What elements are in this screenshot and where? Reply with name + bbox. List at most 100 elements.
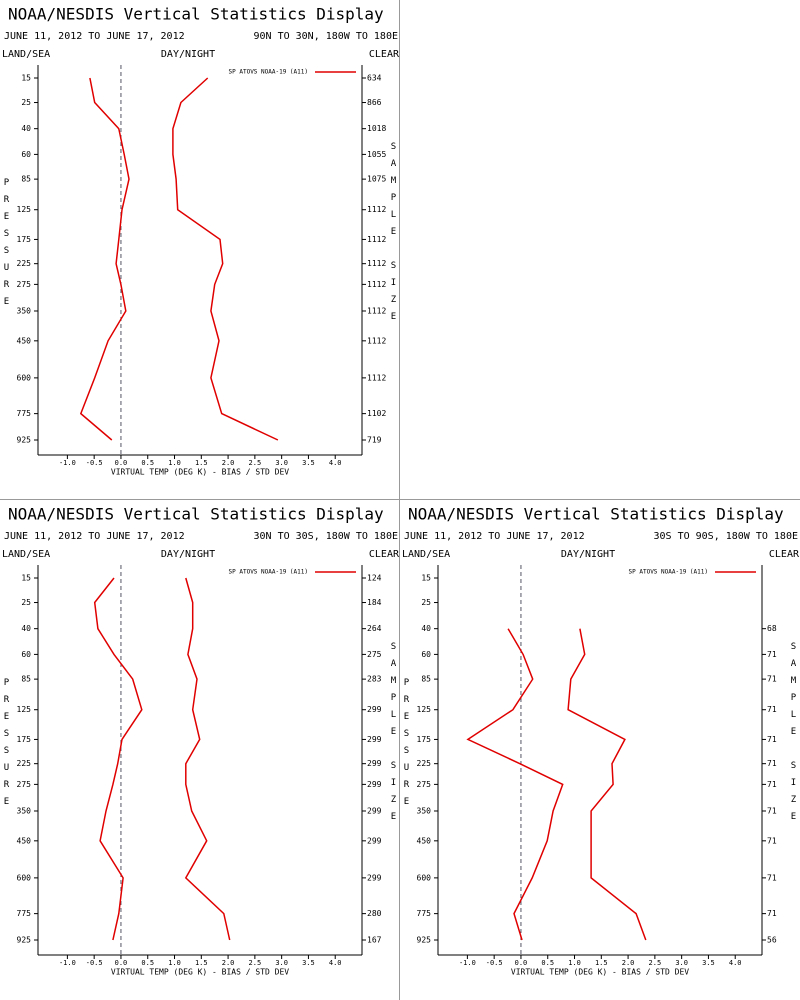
sample-size: 1112 <box>367 235 386 244</box>
y-tick-label: 60 <box>21 150 31 159</box>
y-tick-label: 175 <box>417 735 432 744</box>
sample-size: 56 <box>767 936 777 945</box>
sample-size: 299 <box>367 873 382 882</box>
x-tick-label: 2.5 <box>249 959 262 967</box>
y2-axis-label: SAMPLE SIZE <box>789 642 799 829</box>
x-axis-label: VIRTUAL TEMP (DEG K) - BIAS / STD DEV <box>511 968 689 977</box>
y-tick-label: 40 <box>21 124 31 133</box>
profile-line <box>466 628 564 941</box>
x-tick-label: 0.5 <box>541 959 554 967</box>
sample-size: 71 <box>767 735 777 744</box>
sample-size: 1112 <box>367 205 386 214</box>
y-tick-label: 925 <box>17 436 32 445</box>
sample-size: 299 <box>367 836 382 845</box>
y-axis-label: PRESSURE <box>2 178 12 314</box>
x-tick-label: 2.0 <box>222 959 235 967</box>
sample-size: 68 <box>767 624 777 633</box>
legend-label: SP ATOVS NOAA-19 (A11) <box>229 569 308 576</box>
title: NOAA/NESDIS Vertical Statistics Display <box>408 505 784 524</box>
sample-size: 1112 <box>367 280 386 289</box>
x-tick-label: 1.0 <box>168 459 181 467</box>
x-tick-label: -1.0 <box>459 959 476 967</box>
y-tick-label: 225 <box>17 259 32 268</box>
title: NOAA/NESDIS Vertical Statistics Display <box>8 5 384 24</box>
sample-size: 71 <box>767 759 777 768</box>
sample-size: 634 <box>367 74 382 83</box>
subtitle: JUNE 11, 2012 TO JUNE 17, 2012 <box>404 531 585 542</box>
profile-line <box>567 628 647 941</box>
sample-size: 280 <box>367 909 382 918</box>
day-night: DAY/NIGHT <box>561 549 615 560</box>
y-tick-label: 25 <box>421 598 431 607</box>
y-tick-label: 775 <box>17 909 32 918</box>
y-tick-label: 225 <box>17 759 32 768</box>
x-tick-label: -0.5 <box>86 959 103 967</box>
sample-size: 71 <box>767 675 777 684</box>
sample-size: 299 <box>367 705 382 714</box>
x-tick-label: 2.5 <box>649 959 662 967</box>
profile-line <box>172 77 279 441</box>
sample-size: 1055 <box>367 150 386 159</box>
y-tick-label: 85 <box>421 675 431 684</box>
sample-size: 71 <box>767 873 777 882</box>
sample-size: 299 <box>367 759 382 768</box>
sample-size: 184 <box>367 598 382 607</box>
y-tick-label: 775 <box>417 909 432 918</box>
sample-size: 1112 <box>367 306 386 315</box>
y-tick-label: 125 <box>417 705 432 714</box>
title: NOAA/NESDIS Vertical Statistics Display <box>8 505 384 524</box>
y-tick-label: 125 <box>17 705 32 714</box>
y-tick-label: 350 <box>17 806 32 815</box>
clear: CLEAR <box>369 49 400 60</box>
x-tick-label: 3.0 <box>275 459 288 467</box>
sample-size: 1112 <box>367 373 386 382</box>
y-tick-label: 60 <box>21 650 31 659</box>
x-tick-label: 3.0 <box>275 959 288 967</box>
y-tick-label: 85 <box>21 675 31 684</box>
profile-line <box>93 577 143 941</box>
region: 90N TO 30N, 180W TO 180E <box>254 31 399 42</box>
y-tick-label: 25 <box>21 98 31 107</box>
clear: CLEAR <box>769 549 800 560</box>
y-tick-label: 350 <box>17 306 32 315</box>
x-tick-label: 4.0 <box>729 959 742 967</box>
x-tick-label: 2.0 <box>222 459 235 467</box>
x-tick-label: 1.0 <box>568 959 581 967</box>
y-tick-label: 450 <box>17 336 32 345</box>
y-tick-label: 275 <box>417 780 432 789</box>
sample-size: 1075 <box>367 175 386 184</box>
sample-size: 71 <box>767 705 777 714</box>
y-tick-label: 40 <box>421 624 431 633</box>
subtitle: JUNE 11, 2012 TO JUNE 17, 2012 <box>4 31 185 42</box>
sample-size: 299 <box>367 735 382 744</box>
sample-size: 264 <box>367 624 382 633</box>
y-tick-label: 60 <box>421 650 431 659</box>
y-tick-label: 15 <box>21 74 31 83</box>
sample-size: 866 <box>367 98 382 107</box>
y-tick-label: 600 <box>417 873 432 882</box>
y-tick-label: 225 <box>417 759 432 768</box>
sample-size: 1112 <box>367 259 386 268</box>
x-tick-label: 0.0 <box>515 959 528 967</box>
sample-size: 719 <box>367 436 382 445</box>
y-tick-label: 275 <box>17 780 32 789</box>
x-tick-label: 2.5 <box>249 459 262 467</box>
day-night: DAY/NIGHT <box>161 549 215 560</box>
sample-size: 275 <box>367 650 382 659</box>
sample-size: 71 <box>767 806 777 815</box>
y-tick-label: 25 <box>21 598 31 607</box>
x-tick-label: -1.0 <box>59 459 76 467</box>
x-axis-label: VIRTUAL TEMP (DEG K) - BIAS / STD DEV <box>111 968 289 977</box>
region: 30N TO 30S, 180W TO 180E <box>254 531 399 542</box>
x-tick-label: 2.0 <box>622 959 635 967</box>
sample-size: 1018 <box>367 124 386 133</box>
x-tick-label: 1.5 <box>195 459 208 467</box>
y-tick-label: 15 <box>21 574 31 583</box>
y2-axis-label: SAMPLE SIZE <box>389 142 399 329</box>
y-tick-label: 40 <box>21 624 31 633</box>
sample-size: 1112 <box>367 336 386 345</box>
x-tick-label: -1.0 <box>59 959 76 967</box>
y-tick-label: 85 <box>21 175 31 184</box>
subtitle: JUNE 11, 2012 TO JUNE 17, 2012 <box>4 531 185 542</box>
